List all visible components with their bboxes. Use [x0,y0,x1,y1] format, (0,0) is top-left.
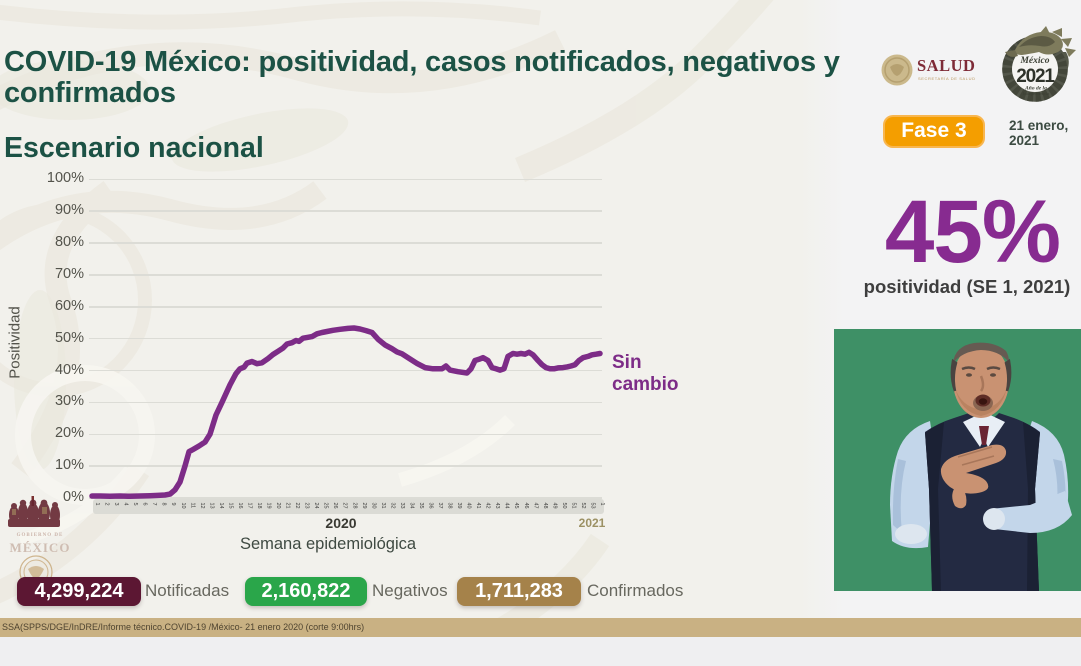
svg-text:17: 17 [247,503,253,509]
svg-text:33: 33 [399,503,405,509]
svg-text:24: 24 [313,503,319,509]
svg-text:México: México [1019,56,1049,66]
svg-text:25: 25 [323,503,329,509]
svg-text:11: 11 [189,503,195,509]
svg-text:29: 29 [361,503,367,509]
svg-text:14: 14 [218,503,224,509]
svg-text:51: 51 [570,503,576,509]
svg-text:32: 32 [389,503,395,509]
svg-text:43: 43 [494,503,500,509]
svg-text:1: 1 [94,503,100,506]
svg-text:38: 38 [447,503,453,509]
svg-text:45: 45 [513,503,519,509]
svg-text:46: 46 [523,503,529,509]
svg-text:40: 40 [466,503,472,509]
svg-text:52: 52 [580,503,586,509]
svg-text:42: 42 [485,503,491,509]
svg-text:Independencia: Independencia [1023,91,1049,96]
svg-text:44: 44 [504,503,510,509]
svg-text:23: 23 [304,503,310,509]
svg-text:53: 53 [590,503,596,509]
svg-text:31: 31 [380,503,386,509]
svg-text:2: 2 [104,503,110,506]
svg-text:41: 41 [475,503,481,509]
svg-text:30: 30 [370,503,376,509]
svg-text:35: 35 [418,503,424,509]
svg-text:39: 39 [456,503,462,509]
svg-text:18: 18 [256,503,262,509]
svg-text:16: 16 [237,503,243,509]
svg-text:50: 50 [561,503,567,509]
svg-text:13: 13 [208,503,214,509]
svg-text:48: 48 [542,503,548,509]
svg-text:21: 21 [285,503,291,509]
svg-text:10: 10 [180,503,186,509]
svg-text:26: 26 [332,503,338,509]
svg-text:37: 37 [437,503,443,509]
svg-text:36: 36 [428,503,434,509]
svg-text:9: 9 [170,503,176,506]
svg-text:19: 19 [266,503,272,509]
svg-text:Año de la: Año de la [1024,86,1047,92]
svg-text:8: 8 [161,503,167,506]
svg-text:28: 28 [351,503,357,509]
svg-text:7: 7 [151,503,157,506]
svg-text:6: 6 [142,503,148,506]
svg-text:4: 4 [123,503,129,506]
svg-text:15: 15 [227,503,233,509]
svg-text:22: 22 [294,503,300,509]
svg-text:3: 3 [113,503,119,506]
svg-text:34: 34 [408,503,414,509]
svg-text:27: 27 [342,503,348,509]
svg-text:1: 1 [599,503,605,506]
svg-text:49: 49 [551,503,557,509]
svg-text:20: 20 [275,503,281,509]
svg-text:2021: 2021 [1016,66,1055,87]
svg-text:12: 12 [199,503,205,509]
svg-text:5: 5 [132,503,138,506]
svg-text:47: 47 [532,503,538,509]
